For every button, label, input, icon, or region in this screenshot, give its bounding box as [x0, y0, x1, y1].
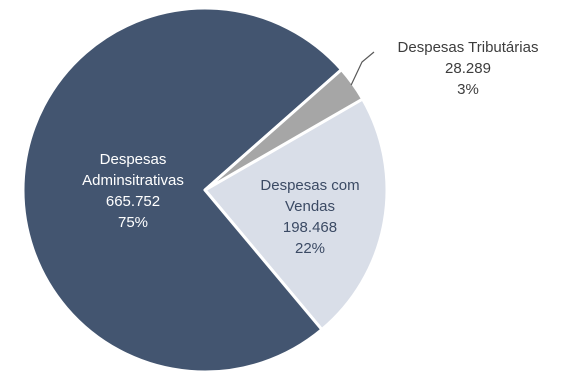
data-label-vendas-line-3: 198.468: [283, 219, 337, 236]
leader-line-tributarias: [350, 51, 375, 86]
data-label-administrativas: Despesas Adminsitrativas 665.752 75%: [82, 151, 184, 231]
data-label-administrativas-line-1: Despesas: [100, 151, 167, 168]
data-label-administrativas-line-4: 75%: [118, 214, 148, 231]
data-label-tributarias: Despesas Tributárias 28.289 3%: [398, 39, 539, 98]
data-label-vendas: Despesas com Vendas 198.468 22%: [260, 177, 359, 257]
data-label-vendas-line-1: Despesas com: [260, 177, 359, 194]
data-label-administrativas-line-3: 665.752: [106, 193, 160, 210]
data-label-tributarias-line-1: Despesas Tributárias: [398, 39, 539, 56]
data-label-tributarias-line-3: 3%: [457, 81, 479, 98]
pie-slice-administrativas: [21, 6, 343, 374]
pie-slice-vendas: [203, 97, 389, 332]
data-label-vendas-line-2: Vendas: [285, 198, 335, 215]
data-label-vendas-line-4: 22%: [295, 240, 325, 257]
data-label-administrativas-line-2: Adminsitrativas: [82, 172, 184, 189]
pie-slice-tributarias: [203, 68, 365, 192]
data-label-tributarias-line-2: 28.289: [445, 60, 491, 77]
